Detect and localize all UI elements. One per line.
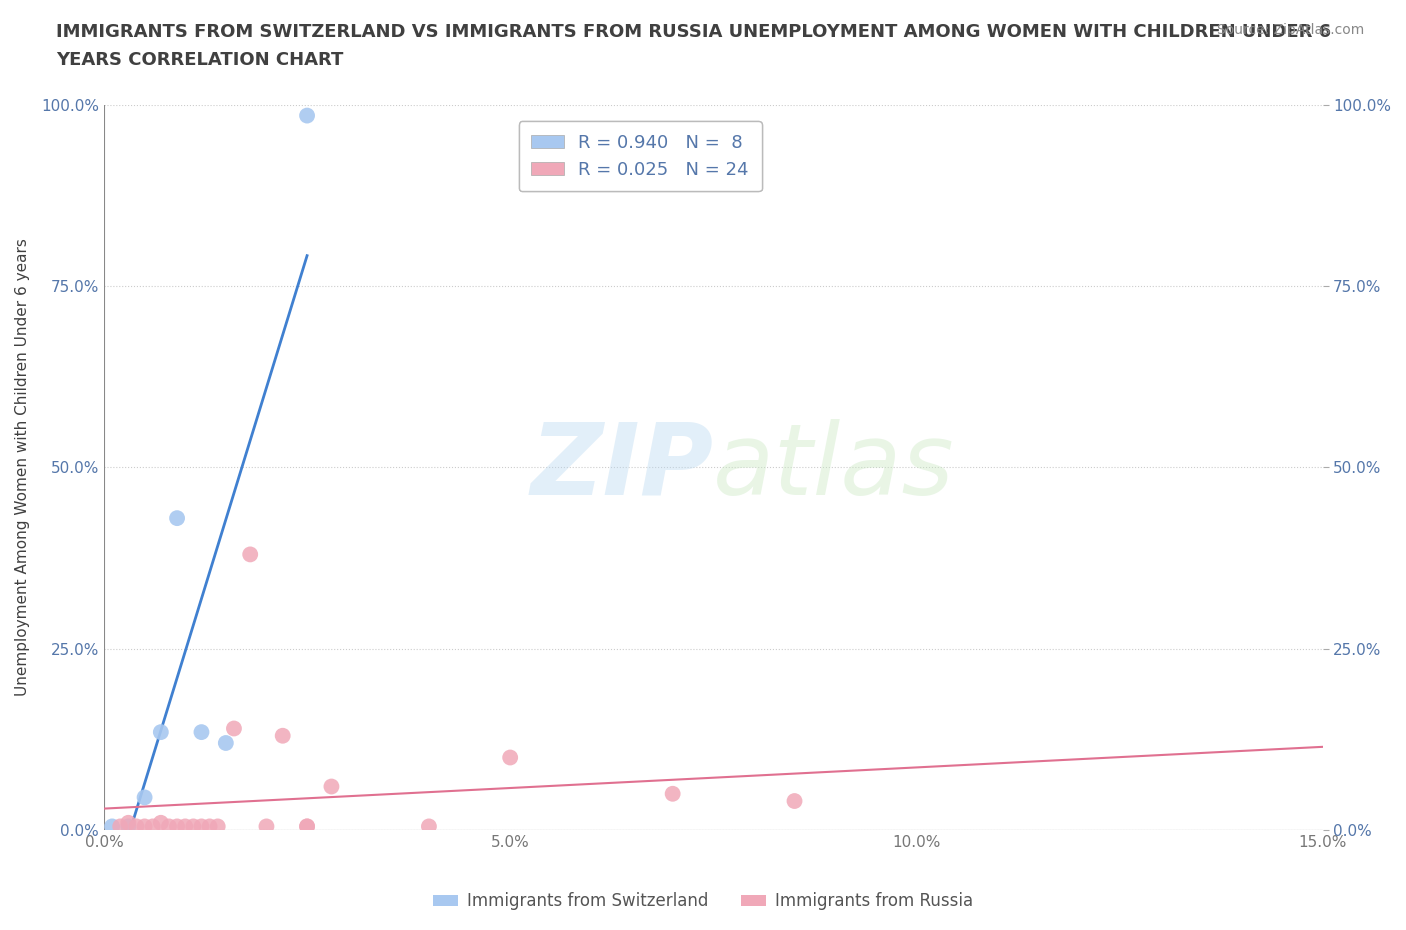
Point [295, 819, 318, 834]
Point [783, 793, 806, 808]
Point [190, 724, 212, 739]
Text: atlas: atlas [713, 418, 955, 516]
Text: Source: ZipAtlas.com: Source: ZipAtlas.com [1216, 23, 1364, 37]
Point [295, 108, 318, 123]
Point [166, 511, 188, 525]
Point [149, 724, 172, 739]
Point [166, 819, 188, 834]
Point [499, 751, 522, 765]
Point [134, 819, 156, 834]
Point [142, 819, 165, 834]
Point [661, 787, 683, 802]
Point [295, 819, 318, 834]
Point [183, 819, 205, 834]
Point [239, 547, 262, 562]
Point [134, 790, 156, 804]
Point [198, 819, 221, 834]
Point [125, 819, 148, 834]
Point [207, 819, 229, 834]
Point [117, 819, 139, 834]
Point [157, 819, 180, 834]
Text: IMMIGRANTS FROM SWITZERLAND VS IMMIGRANTS FROM RUSSIA UNEMPLOYMENT AMONG WOMEN W: IMMIGRANTS FROM SWITZERLAND VS IMMIGRANT… [56, 23, 1331, 41]
Point [117, 816, 139, 830]
Point [418, 819, 440, 834]
Point [190, 819, 212, 834]
Legend: Immigrants from Switzerland, Immigrants from Russia: Immigrants from Switzerland, Immigrants … [426, 885, 980, 917]
Legend: R = 0.940   N =  8, R = 0.025   N = 24: R = 0.940 N = 8, R = 0.025 N = 24 [519, 121, 762, 192]
Point [101, 819, 124, 834]
Point [110, 819, 132, 834]
Point [271, 728, 294, 743]
Point [149, 816, 172, 830]
Point [174, 819, 197, 834]
Point [256, 819, 278, 834]
Point [321, 779, 343, 794]
Y-axis label: Unemployment Among Women with Children Under 6 years: Unemployment Among Women with Children U… [15, 238, 30, 697]
Point [215, 736, 238, 751]
Text: YEARS CORRELATION CHART: YEARS CORRELATION CHART [56, 51, 343, 69]
Point [222, 721, 245, 736]
Text: ZIP: ZIP [530, 418, 713, 516]
